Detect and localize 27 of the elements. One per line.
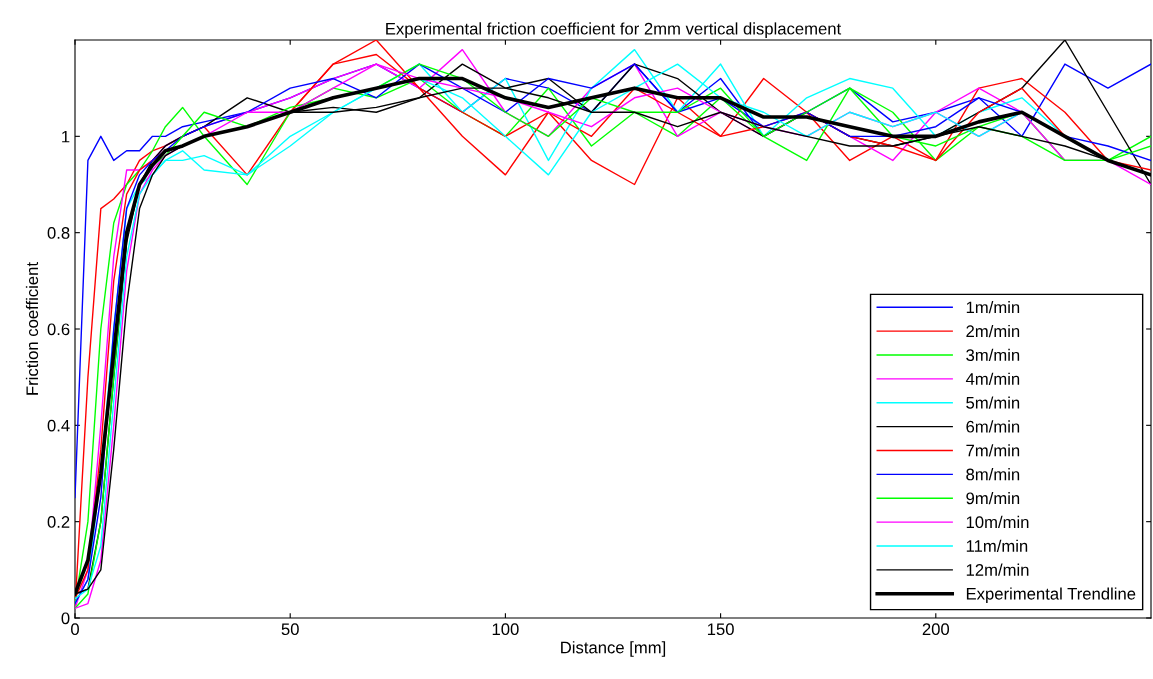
x-axis-title: Distance [mm] <box>561 641 666 657</box>
y-tick-label: 0.4 <box>47 419 70 432</box>
legend-label: 9m/min <box>966 491 1020 505</box>
legend-label: 10m/min <box>966 515 1029 529</box>
legend-label: 1m/min <box>966 301 1020 314</box>
chart-title: Experimental friction coefficient for 2mm vertical displacement <box>386 22 842 38</box>
legend-label: Experimental Trendline <box>966 587 1136 603</box>
legend-label: 7m/min <box>966 444 1020 457</box>
y-tick-label: 1 <box>62 130 70 143</box>
legend-label: 11m/min <box>966 539 1028 552</box>
x-tick-label: 100 <box>492 623 519 636</box>
y-tick-label: 0.8 <box>47 227 70 239</box>
x-tick-label: 150 <box>707 623 734 636</box>
x-tick-label: 200 <box>922 623 950 636</box>
legend-label: 4m/min <box>965 372 1020 385</box>
x-tick-label: 50 <box>281 623 299 636</box>
legend-label: 5m/min <box>966 396 1020 409</box>
y-tick-label: 0 <box>61 612 70 625</box>
legend-label: 12m/min <box>966 563 1029 576</box>
y-axis-title: Friction coefficient <box>25 262 39 395</box>
y-tick-label: 0.6 <box>47 323 70 336</box>
y-tick-label: 0.2 <box>47 516 70 528</box>
legend-label: 6m/min <box>966 420 1020 433</box>
legend-label: 3m/min <box>966 348 1020 362</box>
x-tick-label: 0 <box>71 623 79 636</box>
legend-label: 8m/min <box>966 468 1020 481</box>
legend-label: 2m/min <box>966 324 1020 338</box>
